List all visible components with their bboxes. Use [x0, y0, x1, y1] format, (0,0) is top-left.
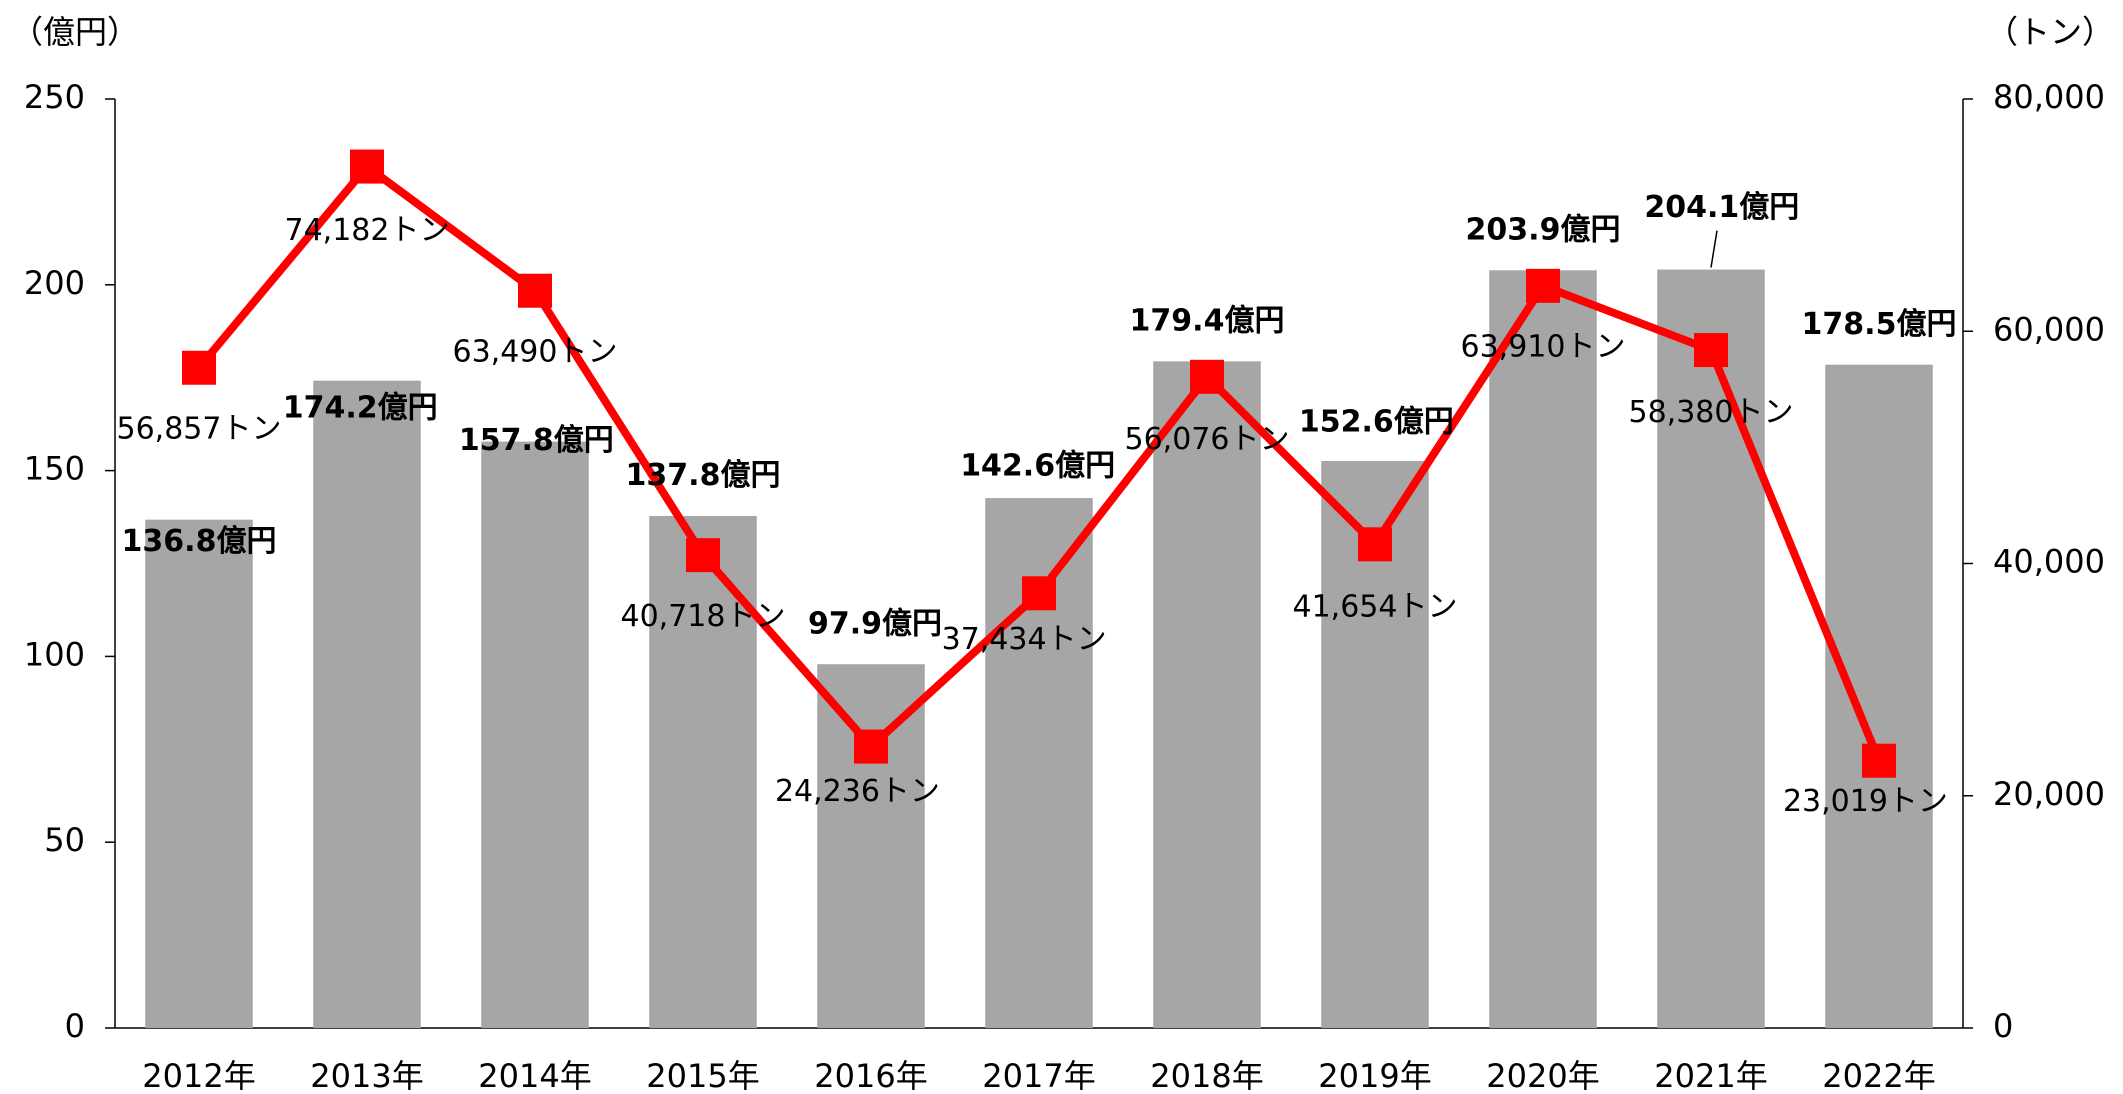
marker	[350, 149, 384, 184]
y-tick-label: 200	[24, 264, 85, 302]
y2-tick-label: 80,000	[1993, 78, 2105, 116]
bar	[1657, 269, 1765, 1028]
marker	[686, 538, 720, 573]
bar-value-label: 178.5億円	[1802, 307, 1957, 342]
y2-tick-label: 20,000	[1993, 775, 2105, 813]
marker	[1190, 359, 1224, 394]
line-value-label: 23,019トン	[1783, 784, 1948, 819]
bar	[817, 664, 925, 1028]
bar-value-label: 179.4億円	[1130, 304, 1285, 339]
x-tick-label: 2019年	[1318, 1057, 1431, 1094]
x-tick-label: 2018年	[1150, 1057, 1263, 1094]
bar-value-label: 142.6億円	[960, 448, 1115, 483]
line-value-label: 56,857トン	[117, 412, 282, 447]
line-value-label: 56,076トン	[1125, 422, 1290, 457]
x-tick-label: 2017年	[982, 1057, 1095, 1094]
leader-line	[1710, 230, 1718, 268]
x-tick-label: 2021年	[1654, 1057, 1767, 1094]
bar-value-label: 204.1億円	[1644, 190, 1799, 225]
bar	[1825, 364, 1933, 1029]
line-value-label: 40,718トン	[621, 599, 786, 634]
bar-value-label: 152.6億円	[1299, 405, 1454, 440]
bar	[313, 380, 421, 1028]
y2-tick-label: 60,000	[1993, 310, 2105, 348]
x-tick-label: 2014年	[478, 1057, 591, 1094]
bar-value-label: 174.2億円	[283, 391, 438, 426]
marker	[182, 350, 216, 385]
y-tick-label: 100	[24, 635, 85, 673]
x-tick-label: 2016年	[814, 1057, 927, 1094]
line-value-label: 74,182トン	[285, 213, 450, 248]
x-tick-label: 2015年	[646, 1057, 759, 1094]
bar	[481, 441, 589, 1028]
y-tick-label: 150	[24, 450, 85, 488]
marker	[1358, 527, 1392, 562]
marker	[1526, 268, 1560, 303]
line-value-label: 58,380トン	[1629, 395, 1794, 430]
bar	[145, 519, 253, 1028]
marker	[518, 273, 552, 308]
y-tick-label: 250	[24, 78, 85, 116]
y2-axis-label: （トン）	[1986, 13, 2114, 51]
marker	[1694, 333, 1728, 368]
marker	[1022, 576, 1056, 611]
line-value-label: 24,236トン	[775, 774, 940, 809]
x-tick-label: 2012年	[142, 1057, 255, 1094]
x-tick-label: 2013年	[310, 1057, 423, 1094]
bar-value-label: 203.9億円	[1466, 213, 1621, 248]
bar-value-label: 136.8億円	[122, 524, 277, 559]
bar-value-label: 97.9億円	[808, 606, 942, 641]
line-value-label: 37,434トン	[942, 622, 1107, 657]
line-value-label: 63,490トン	[453, 335, 618, 370]
y-tick-label: 0	[65, 1007, 85, 1045]
bar-value-label: 157.8億円	[459, 423, 614, 458]
bar	[1489, 270, 1597, 1028]
bar-value-label: 137.8億円	[626, 458, 781, 493]
marker	[1862, 743, 1896, 778]
y-axis-label: （億円）	[11, 13, 139, 51]
marker	[854, 729, 888, 764]
x-tick-label: 2022年	[1822, 1057, 1935, 1094]
line-value-label: 41,654トン	[1293, 589, 1458, 624]
y-tick-label: 50	[44, 821, 85, 859]
line-value-label: 63,910トン	[1461, 330, 1626, 365]
y2-tick-label: 0	[1993, 1007, 2013, 1045]
bar	[1153, 361, 1261, 1028]
x-tick-label: 2020年	[1486, 1057, 1599, 1094]
y2-tick-label: 40,000	[1993, 543, 2105, 581]
